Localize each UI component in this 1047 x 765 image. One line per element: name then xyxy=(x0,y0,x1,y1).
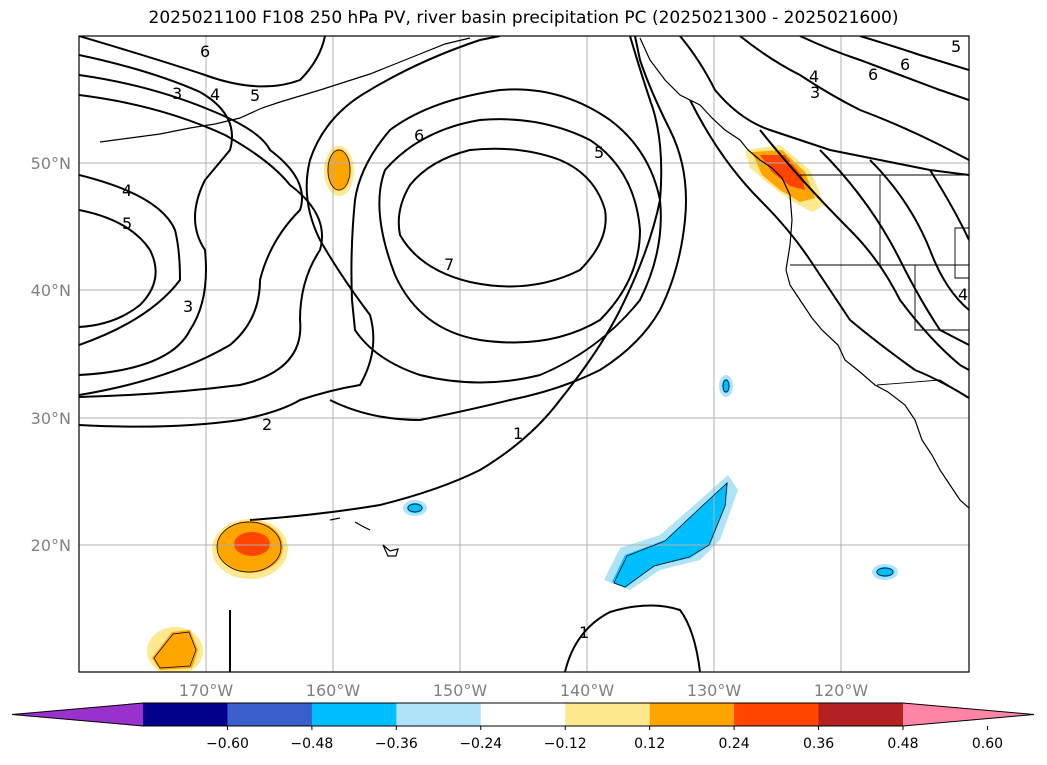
colorbar-tick-label: 0.48 xyxy=(887,736,918,752)
lat-label: 20°N xyxy=(31,536,71,555)
colorbar: −0.60 −0.48 −0.36 −0.24 −0.12 0.12 0.24 0.36 0.4… xyxy=(11,702,1035,752)
lon-label: 160°W xyxy=(306,681,361,700)
colorbar-swatch xyxy=(396,703,482,726)
colorbar-swatch xyxy=(649,703,735,726)
latitude-labels: 50°N 40°N 30°N 20°N xyxy=(31,154,71,555)
colorbar-swatch xyxy=(480,703,566,726)
contour-label: 3 xyxy=(183,297,193,316)
contour-label: 1 xyxy=(513,424,523,443)
colorbar-tick-label: 0.24 xyxy=(719,736,750,752)
colorbar-swatch xyxy=(818,703,904,726)
lon-label: 150°W xyxy=(433,681,488,700)
colorbar-tick-label: 0.60 xyxy=(972,736,1003,752)
colorbar-tick-label: −0.60 xyxy=(206,736,249,752)
contour-label: 5 xyxy=(951,37,961,56)
map-frame xyxy=(78,35,970,673)
map-title: 2025021100 F108 250 hPa PV, river basin … xyxy=(148,8,899,28)
contour-label: 5 xyxy=(122,214,132,233)
colorbar-tick-label: −0.48 xyxy=(290,736,333,752)
pv-contours xyxy=(79,36,969,672)
precip-outlines xyxy=(153,149,894,669)
contour-label: 2 xyxy=(262,415,272,434)
colorbar-extend-min xyxy=(12,703,143,726)
colorbar-swatch xyxy=(227,703,313,726)
colorbar-swatch xyxy=(734,703,820,726)
lon-label: 140°W xyxy=(560,681,615,700)
lat-label: 30°N xyxy=(31,409,71,428)
contour-label: 6 xyxy=(414,126,424,145)
contour-label: 6 xyxy=(900,55,910,74)
lat-label: 40°N xyxy=(31,281,71,300)
contour-label: 4 xyxy=(210,85,220,104)
coastlines xyxy=(99,37,969,557)
contour-label: 4 xyxy=(122,181,132,200)
contour-labels: 6 3 4 5 4 5 3 2 6 7 5 1 1 4 3 6 6 5 4 xyxy=(122,37,968,642)
colorbar-swatch xyxy=(143,703,228,726)
contour-label: 6 xyxy=(200,42,210,61)
lon-label: 170°W xyxy=(179,681,234,700)
longitude-labels: 170°W 160°W 150°W 140°W 130°W 120°W xyxy=(179,681,869,700)
colorbar-swatch xyxy=(565,703,651,726)
contour-label: 7 xyxy=(444,255,454,274)
colorbar-outline xyxy=(11,702,1035,727)
lat-label: 50°N xyxy=(31,154,71,173)
contour-label: 3 xyxy=(172,84,182,103)
contour-label: 1 xyxy=(579,623,589,642)
colorbar-extend-max xyxy=(903,703,1034,726)
colorbar-tick-label: −0.36 xyxy=(375,736,418,752)
contour-label: 5 xyxy=(250,86,260,105)
contour-label: 3 xyxy=(810,83,820,102)
colorbar-tick-label: −0.24 xyxy=(459,736,502,752)
lon-label: 120°W xyxy=(814,681,869,700)
colorbar-tick-label: 0.36 xyxy=(803,736,834,752)
contour-label: 6 xyxy=(868,65,878,84)
colorbar-swatch xyxy=(311,703,397,726)
graticule xyxy=(79,36,969,672)
colorbar-tick-label: 0.12 xyxy=(634,736,665,752)
colorbar-tick-label: −0.12 xyxy=(544,736,587,752)
contour-label: 4 xyxy=(809,67,819,86)
contour-label: 5 xyxy=(594,143,604,162)
lon-label: 130°W xyxy=(687,681,742,700)
contour-label: 4 xyxy=(958,285,968,304)
